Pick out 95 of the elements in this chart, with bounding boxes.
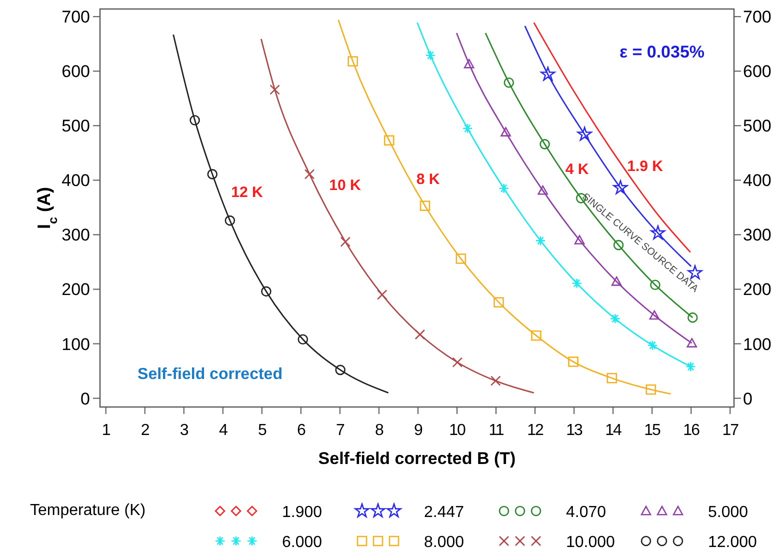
legend-label: 6.000 [282, 534, 322, 551]
x-tick-label: 15 [644, 422, 662, 439]
annotation: 8 K [416, 170, 440, 188]
point [504, 77, 514, 88]
point [298, 334, 308, 345]
point [376, 290, 388, 300]
point [540, 139, 550, 150]
point [452, 357, 463, 368]
annotation: 1.9 K [627, 158, 664, 175]
x-tick-label: 13 [566, 422, 584, 439]
point [686, 338, 698, 348]
x-axis-title: Self-field corrected B (T) [318, 449, 516, 468]
point [574, 235, 585, 244]
point [304, 169, 315, 180]
y-tick-label: 100 [62, 334, 90, 354]
x-tick-label: 12 [527, 422, 544, 439]
y2-tick-label: 700 [743, 8, 772, 27]
legend-label: 12.000 [708, 534, 758, 551]
point [572, 278, 582, 288]
x-tick-label: 10 [449, 422, 466, 439]
legend-label: 2.447 [424, 504, 464, 521]
point [190, 115, 200, 126]
x-tick-label: 11 [488, 422, 504, 439]
annotation: 12 K [231, 184, 264, 201]
y2-tick-label: 100 [743, 334, 772, 354]
point [535, 236, 546, 246]
point [270, 84, 280, 95]
point [490, 376, 501, 386]
y-tick-label: 0 [80, 389, 90, 408]
x-tick-label: 1 [102, 422, 111, 439]
point [498, 183, 509, 194]
x-tick-label: 7 [336, 422, 345, 439]
point [610, 314, 620, 324]
point [384, 135, 394, 146]
x-tick-label: 8 [375, 422, 384, 439]
point [420, 200, 430, 211]
y2-tick-label: 200 [743, 280, 772, 300]
x-tick-label: 14 [605, 422, 622, 439]
point [568, 356, 578, 367]
x-tick-label: 9 [414, 422, 424, 439]
x-tick-label: 16 [683, 422, 700, 439]
point [613, 180, 628, 194]
y2-tick-label: 0 [743, 389, 752, 408]
x-tick-label: 5 [258, 422, 267, 439]
point [577, 126, 592, 141]
point [650, 225, 666, 240]
x-tick-label: 2 [140, 422, 150, 439]
point [538, 185, 548, 195]
point [340, 236, 351, 247]
point [531, 330, 542, 341]
y-tick-label: 300 [62, 226, 90, 245]
annotation: 10 K [329, 176, 362, 194]
point [261, 286, 272, 297]
point [647, 340, 658, 351]
legend-label: 5.000 [708, 504, 748, 521]
annotation: Self-field corrected [138, 366, 282, 384]
x-tick-label: 4 [218, 422, 228, 439]
y2-tick-label: 600 [743, 62, 772, 82]
point [464, 58, 474, 68]
legend-label: 1.900 [282, 504, 322, 521]
point [646, 384, 656, 395]
point [456, 254, 466, 264]
annotation: 4 K [565, 160, 589, 178]
y2-tick-label: 300 [743, 226, 772, 245]
point [207, 169, 218, 180]
y-tick-label: 400 [62, 171, 90, 190]
annotation: ε = 0.035% [619, 42, 705, 62]
point [606, 372, 618, 384]
point [414, 329, 426, 340]
point [540, 66, 556, 81]
point [649, 310, 660, 320]
y-tick-label: 700 [62, 8, 90, 27]
y-tick-label: 600 [62, 62, 90, 82]
point [687, 312, 698, 323]
y2-tick-label: 400 [743, 171, 772, 190]
point [462, 123, 473, 134]
x-tick-label: 6 [296, 422, 306, 439]
y2-tick-label: 500 [743, 116, 772, 136]
point [650, 280, 660, 290]
point [335, 364, 346, 376]
legend-title: Temperature (K) [30, 502, 146, 519]
point [425, 50, 436, 60]
point [224, 215, 236, 226]
point [494, 297, 504, 308]
y-tick-label: 500 [62, 116, 90, 136]
y-tick-label: 200 [62, 280, 90, 300]
x-tick-label: 17 [722, 422, 740, 439]
point [686, 362, 696, 372]
point [611, 276, 622, 286]
legend-label: 4.070 [566, 504, 606, 521]
point [348, 56, 358, 66]
x-tick-label: 3 [180, 422, 189, 439]
legend-label: 8.000 [424, 534, 464, 551]
legend-label: 10.000 [566, 534, 616, 551]
point [500, 127, 511, 136]
